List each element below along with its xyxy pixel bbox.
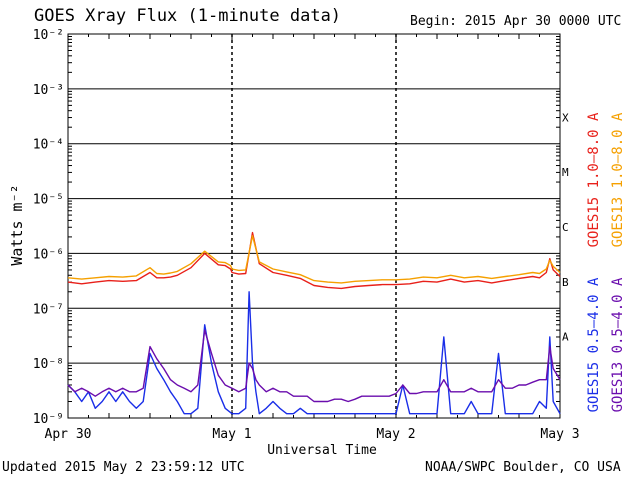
legend-entry: GOES13 0.5–4.0 A <box>610 277 626 412</box>
y-tick-label: 10⁻³ <box>33 83 64 98</box>
y-axis-label: Watts m⁻² <box>8 184 26 265</box>
plot-border <box>67 33 561 419</box>
flare-class-label: A <box>562 331 569 344</box>
legend: GOES15 1.0–8.0 A GOES13 1.0–8.0 A GOES15 0… <box>586 112 626 412</box>
y-tick-label: 10⁻⁴ <box>33 138 64 153</box>
series-line-3 <box>67 291 561 415</box>
flare-class-label: B <box>562 276 569 289</box>
series-lines <box>67 231 561 415</box>
legend-entry: GOES15 1.0–8.0 A <box>586 112 602 247</box>
y-tick-label: 10⁻² <box>33 28 64 43</box>
series-line-2 <box>67 235 561 284</box>
legend-entry: GOES13 1.0–8.0 A <box>610 112 626 247</box>
series-line-4 <box>67 329 561 403</box>
flare-class-label: X <box>562 111 569 124</box>
x-tick-label: May 3 <box>540 427 579 442</box>
flare-class-label: C <box>562 221 569 234</box>
x-tick-labels: Apr 30 May 1 May 2 May 3 <box>45 427 580 442</box>
y-tick-label: 10⁻⁷ <box>33 302 64 317</box>
y-tick-label: 10⁻⁶ <box>33 247 64 262</box>
y-tick-label: 10⁻⁹ <box>33 412 64 427</box>
plot-area <box>67 33 561 419</box>
updated-timestamp: Updated 2015 May 2 23:59:12 UTC <box>2 460 245 475</box>
y-tick-label: 10⁻⁸ <box>33 357 64 372</box>
flare-class-label: M <box>562 166 569 179</box>
x-tick-label: May 2 <box>376 427 415 442</box>
x-tick-label: Apr 30 <box>45 427 92 442</box>
begin-time-label: Begin: 2015 Apr 30 0000 UTC <box>410 14 622 29</box>
y-tick-labels: 10⁻⁹ 10⁻⁸ 10⁻⁷ 10⁻⁶ 10⁻⁵ 10⁻⁴ 10⁻³ 10⁻² <box>33 28 64 427</box>
y-tick-label: 10⁻⁵ <box>33 193 64 208</box>
x-tick-label: May 1 <box>212 427 251 442</box>
series-line-1 <box>67 231 561 290</box>
legend-entry: GOES15 0.5–4.0 A <box>586 277 602 412</box>
chart-title: GOES Xray Flux (1-minute data) <box>34 6 342 26</box>
grid-lines <box>67 34 561 418</box>
flare-class-labels: A B C M X <box>562 111 569 343</box>
credit-label: NOAA/SWPC Boulder, CO USA <box>425 460 621 475</box>
x-axis-label: Universal Time <box>267 443 377 458</box>
